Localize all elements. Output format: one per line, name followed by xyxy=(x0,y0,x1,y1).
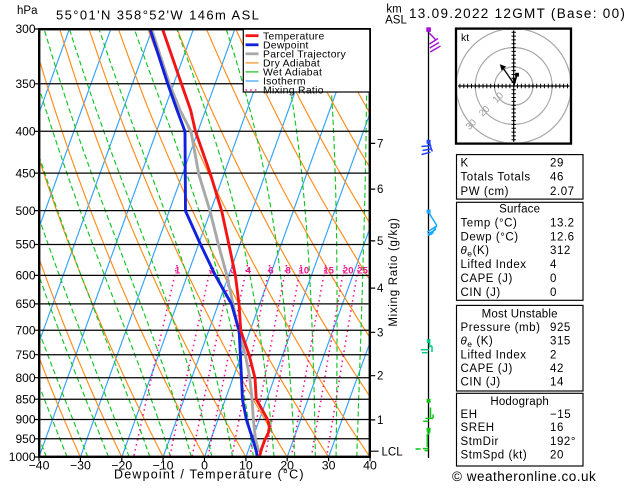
svg-text:925: 925 xyxy=(550,322,571,334)
svg-text:192°: 192° xyxy=(550,436,576,448)
svg-text:20: 20 xyxy=(343,266,354,277)
svg-text:hPa: hPa xyxy=(17,5,38,17)
svg-text:40: 40 xyxy=(363,458,377,472)
svg-text:900: 900 xyxy=(15,413,35,427)
svg-text:1: 1 xyxy=(377,415,383,427)
svg-text:Dry Adiabat: Dry Adiabat xyxy=(263,59,320,70)
svg-text:14: 14 xyxy=(550,377,564,389)
svg-text:K: K xyxy=(461,157,469,169)
svg-text:1000: 1000 xyxy=(9,450,36,464)
svg-text:312: 312 xyxy=(550,245,571,257)
svg-text:0: 0 xyxy=(550,287,557,299)
svg-text:Mixing Ratio (g/kg): Mixing Ratio (g/kg) xyxy=(388,217,400,326)
svg-text:−40: −40 xyxy=(29,458,50,472)
svg-text:2.07: 2.07 xyxy=(550,186,575,198)
svg-text:16: 16 xyxy=(550,422,564,434)
svg-text:12.6: 12.6 xyxy=(550,231,575,243)
svg-text:StmSpd (kt): StmSpd (kt) xyxy=(461,450,528,462)
svg-text:350: 350 xyxy=(15,77,35,91)
svg-text:29: 29 xyxy=(550,157,564,169)
svg-text:−10: −10 xyxy=(153,458,174,472)
svg-text:Dewpoint / Temperature (°C): Dewpoint / Temperature (°C) xyxy=(114,468,305,482)
svg-text:Wet Adiabat: Wet Adiabat xyxy=(263,68,322,79)
svg-text:Lifted Index: Lifted Index xyxy=(461,349,527,361)
svg-text:30: 30 xyxy=(322,458,336,472)
svg-text:kt: kt xyxy=(461,32,469,44)
svg-text:0: 0 xyxy=(550,273,557,285)
svg-text:0: 0 xyxy=(201,458,208,472)
svg-text:Temp (°C): Temp (°C) xyxy=(461,217,518,229)
svg-text:Parcel Trajectory: Parcel Trajectory xyxy=(263,49,347,60)
svg-text:CAPE (J): CAPE (J) xyxy=(461,363,513,375)
svg-text:PW (cm): PW (cm) xyxy=(461,186,510,198)
svg-text:25: 25 xyxy=(357,266,368,277)
svg-text:Temperature: Temperature xyxy=(263,31,325,42)
svg-text:4: 4 xyxy=(377,283,384,295)
svg-text:Totals Totals: Totals Totals xyxy=(461,172,531,184)
svg-text:3: 3 xyxy=(377,327,383,339)
svg-text:−30: −30 xyxy=(70,458,91,472)
svg-text:θe (K): θe (K) xyxy=(461,336,494,350)
svg-text:13.09.2022 12GMT (Base: 00): 13.09.2022 12GMT (Base: 00) xyxy=(409,6,626,21)
svg-text:Surface: Surface xyxy=(499,204,540,216)
svg-text:Isotherm: Isotherm xyxy=(263,77,306,88)
svg-text:ASL: ASL xyxy=(385,15,407,27)
svg-text:800: 800 xyxy=(15,371,35,385)
svg-text:1: 1 xyxy=(175,266,181,277)
svg-text:13.2: 13.2 xyxy=(550,217,575,229)
svg-text:10: 10 xyxy=(239,458,253,472)
svg-text:−20: −20 xyxy=(111,458,132,472)
svg-text:Hodograph: Hodograph xyxy=(490,396,549,408)
svg-text:−15: −15 xyxy=(550,409,571,421)
svg-text:700: 700 xyxy=(15,323,35,337)
svg-text:850: 850 xyxy=(15,392,35,406)
svg-text:10: 10 xyxy=(299,266,310,277)
svg-text:15: 15 xyxy=(323,266,334,277)
svg-text:Lifted Index: Lifted Index xyxy=(461,259,527,271)
svg-text:4: 4 xyxy=(550,259,557,271)
svg-text:6: 6 xyxy=(377,184,383,196)
svg-text:Most Unstable: Most Unstable xyxy=(482,309,558,321)
svg-text:2: 2 xyxy=(377,371,383,383)
svg-text:CAPE (J): CAPE (J) xyxy=(461,273,513,285)
svg-text:EH: EH xyxy=(461,409,478,421)
svg-text:Pressure (mb): Pressure (mb) xyxy=(461,322,541,334)
svg-text:4: 4 xyxy=(246,266,252,277)
svg-text:650: 650 xyxy=(15,297,35,311)
svg-text:2: 2 xyxy=(550,349,557,361)
svg-text:Mixing Ratio: Mixing Ratio xyxy=(263,86,324,97)
svg-text:Dewp (°C): Dewp (°C) xyxy=(461,231,519,243)
svg-text:StmDir: StmDir xyxy=(461,436,499,448)
svg-text:400: 400 xyxy=(15,125,35,139)
svg-text:LCL: LCL xyxy=(382,446,404,458)
svg-text:600: 600 xyxy=(15,269,35,283)
svg-text:8: 8 xyxy=(286,266,291,277)
svg-text:km: km xyxy=(386,4,401,16)
svg-text:300: 300 xyxy=(15,22,35,36)
svg-text:θe(K): θe(K) xyxy=(461,245,490,259)
svg-text:20: 20 xyxy=(550,450,564,462)
svg-text:42: 42 xyxy=(550,363,564,375)
svg-text:7: 7 xyxy=(377,138,383,150)
svg-text:20: 20 xyxy=(280,458,294,472)
svg-text:55°01'N 358°52'W 146m ASL: 55°01'N 358°52'W 146m ASL xyxy=(56,8,260,23)
svg-text:750: 750 xyxy=(15,348,35,362)
svg-text:Dewpoint: Dewpoint xyxy=(263,40,309,51)
svg-text:CIN (J): CIN (J) xyxy=(461,287,501,299)
svg-text:450: 450 xyxy=(15,166,35,180)
svg-text:5: 5 xyxy=(377,236,383,248)
svg-text:CIN (J): CIN (J) xyxy=(461,377,501,389)
svg-text:950: 950 xyxy=(15,432,35,446)
svg-text:550: 550 xyxy=(15,238,35,252)
svg-text:500: 500 xyxy=(15,204,35,218)
svg-text:315: 315 xyxy=(550,336,571,348)
svg-text:© weatheronline.co.uk: © weatheronline.co.uk xyxy=(452,469,596,484)
svg-text:46: 46 xyxy=(550,172,564,184)
svg-text:6: 6 xyxy=(268,266,273,277)
svg-text:SREH: SREH xyxy=(461,422,495,434)
